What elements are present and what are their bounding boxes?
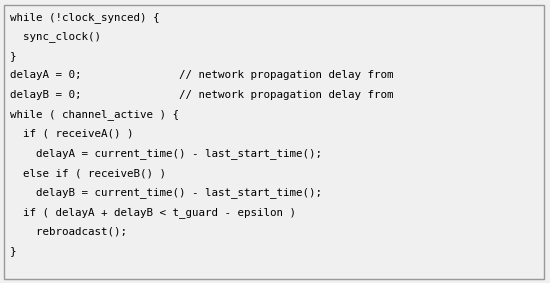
Text: delayA = current_time() - last_start_time();: delayA = current_time() - last_start_tim… — [10, 149, 322, 159]
Text: while (!clock_synced) {: while (!clock_synced) { — [10, 12, 160, 23]
Text: delayA = 0;               // network propagation delay from: delayA = 0; // network propagation delay… — [10, 70, 393, 80]
Text: else if ( receiveB() ): else if ( receiveB() ) — [10, 168, 166, 178]
Text: }: } — [10, 246, 16, 256]
Text: delayB = current_time() - last_start_time();: delayB = current_time() - last_start_tim… — [10, 188, 322, 198]
Text: delayB = 0;               // network propagation delay from: delayB = 0; // network propagation delay… — [10, 90, 393, 100]
Text: if ( receiveA() ): if ( receiveA() ) — [10, 129, 134, 139]
FancyBboxPatch shape — [4, 5, 544, 279]
Text: sync_clock(): sync_clock() — [10, 31, 101, 42]
Text: if ( delayA + delayB < t_guard - epsilon ): if ( delayA + delayB < t_guard - epsilon… — [10, 207, 296, 218]
Text: }: } — [10, 51, 16, 61]
Text: rebroadcast();: rebroadcast(); — [10, 226, 127, 237]
Text: while ( channel_active ) {: while ( channel_active ) { — [10, 110, 179, 120]
